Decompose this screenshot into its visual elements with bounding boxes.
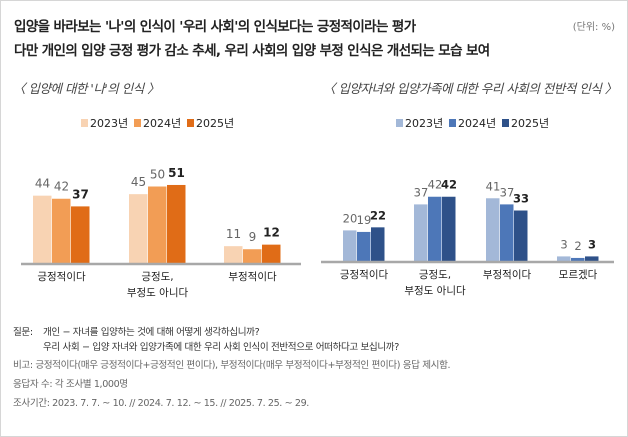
bar [442,196,456,261]
bar [486,198,500,261]
bar [585,256,599,261]
legend-swatch [81,119,88,127]
data-label: 45 [131,175,146,189]
legend-swatch [134,119,141,127]
bar [343,230,357,261]
data-label: 44 [35,177,50,191]
category-label: 부정적이다 [483,269,532,281]
data-label: 37 [414,185,429,199]
bar [129,194,148,263]
respondents: 응답자 수: 각 조사별 1,000명 [13,379,128,390]
remark: 비고: 긍정적이다(매우 긍정적이다+긍정적인 편이다), 부정적이다(매우 부… [13,360,451,371]
data-label: 2 [574,239,581,253]
legend-swatch [502,119,509,127]
bar [414,204,428,261]
legend-label: 2024년 [458,117,496,130]
legend-swatch [187,119,194,127]
question-2: 우리 사회 − 입양 자녀와 입양가족에 대한 우리 사회 인식이 전반적으로 … [43,342,399,353]
bar [71,206,90,263]
category-label: 긍정도, [419,269,451,281]
legend-label: 2025년 [511,117,549,130]
data-label: 19 [357,213,372,227]
category-label: 모르겠다 [559,269,598,281]
category-label: 부정도 아니다 [127,287,189,299]
data-label: 9 [249,230,257,244]
data-label: 37 [72,187,89,201]
category-label: 부정적이다 [228,271,277,283]
title-line-1: 입양을 바라보는 '나'의 인식이 '우리 사회'의 인식보다는 긍정적이라는 … [14,19,416,35]
bar [557,256,571,261]
legend-label: 2023년 [405,117,443,130]
data-label: 11 [226,227,241,241]
data-label: 3 [560,237,567,251]
bar [262,244,281,263]
data-label: 20 [343,211,358,225]
bar [167,184,186,263]
bar [371,227,385,261]
category-label: 긍정적이다 [340,269,389,281]
category-label: 긍정적이다 [37,271,86,283]
bar [243,249,262,263]
bar [428,196,442,261]
data-label: 51 [168,166,185,180]
category-label: 긍정도, [141,271,173,283]
data-label: 12 [263,226,280,240]
legend-label: 2024년 [143,117,181,130]
data-label: 3 [588,237,596,251]
data-label: 41 [486,179,501,193]
data-label: 50 [150,168,165,182]
right-chart-title: 〈 입양자녀와 입양가족에 대한 우리 사회의 전반적 인식 〉 [323,81,617,96]
bar [33,195,52,263]
legend-label: 2025년 [196,117,234,130]
survey-period: 조사기간: 2023. 7. 7. ~ 10. // 2024. 7. 12. … [13,398,309,409]
question-1: 개인 − 자녀를 입양하는 것에 대해 어떻게 생각하십니까? [43,327,260,338]
bar [224,246,243,263]
bar [500,204,514,261]
bar [148,186,167,263]
category-label: 부정도 아니다 [404,285,466,297]
legend-label: 2023년 [90,117,128,130]
question-label: 질문: [13,327,33,338]
data-label: 42 [54,180,69,194]
bar [52,198,71,263]
data-label: 37 [500,185,515,199]
bar [514,210,528,261]
legend-swatch [396,119,403,127]
data-label: 42 [428,178,443,192]
left-chart-title: 〈 입양에 대한 '나'의 인식 〉 [13,81,160,96]
title-line-2: 다만 개인의 입양 긍정 평가 감소 추세, 우리 사회의 입양 부정 인식은 … [14,43,490,59]
data-label: 33 [513,192,529,206]
data-label: 22 [370,208,386,222]
bar [571,257,585,261]
legend-swatch [449,119,456,127]
unit-label: (단위: %) [572,22,615,33]
data-label: 42 [441,178,457,192]
bar [357,231,371,261]
